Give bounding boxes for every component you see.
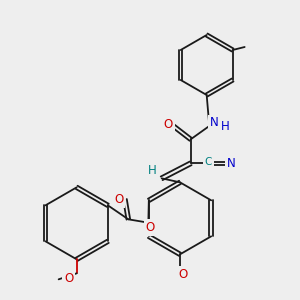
- Text: O: O: [64, 272, 73, 285]
- Text: O: O: [178, 268, 188, 281]
- Text: O: O: [114, 193, 124, 206]
- Text: N: N: [226, 157, 236, 170]
- Text: H: H: [148, 164, 157, 177]
- Text: H: H: [221, 119, 230, 133]
- Text: C: C: [205, 157, 212, 167]
- Text: O: O: [164, 118, 173, 130]
- Text: N: N: [210, 116, 219, 130]
- Text: O: O: [146, 221, 155, 234]
